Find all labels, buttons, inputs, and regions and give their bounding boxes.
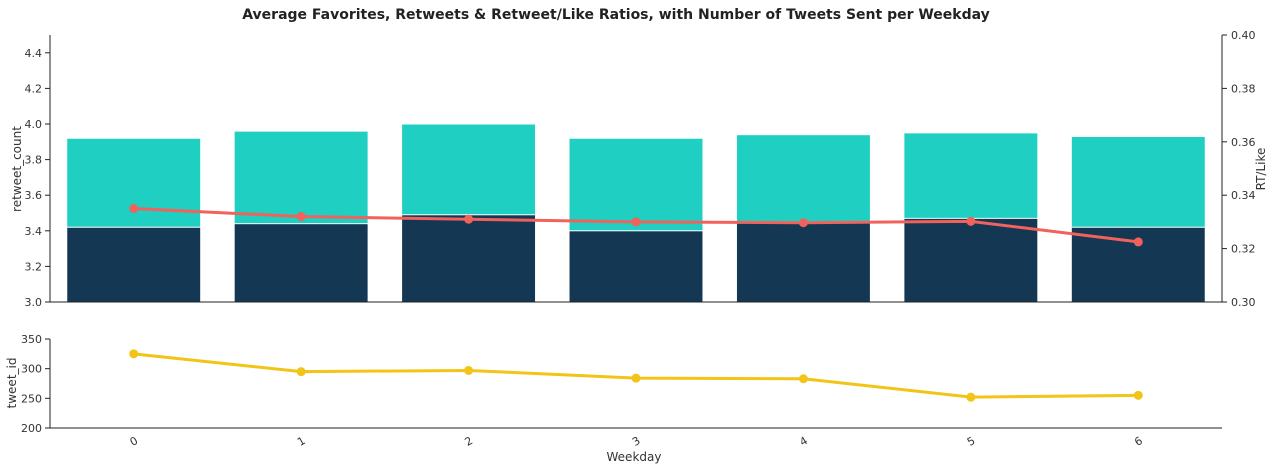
bar-series1-4 — [735, 221, 871, 303]
x-axis-label: Weekday — [607, 450, 662, 464]
tweet-count-line-series — [129, 349, 1143, 402]
right-y-ticks: 0.30 0.32 0.34 0.36 0.38 0.40 — [1222, 29, 1256, 309]
right-y-tick-label: 0.36 — [1231, 136, 1256, 149]
bar-series1-5 — [903, 217, 1039, 303]
tweet-count-point-5 — [966, 392, 976, 402]
x-ticks: 0 1 2 3 4 5 6 — [128, 434, 1145, 449]
bar-series1-3 — [568, 230, 704, 303]
left-y-tick-label: 3.0 — [25, 296, 43, 309]
x-tick-label: 3 — [630, 434, 643, 449]
bottom-panel: 200 250 300 350 0 1 2 3 4 5 6 tweet_id Weekday — [5, 333, 1222, 464]
tweet-count-point-1 — [296, 367, 306, 377]
right-y-tick-label: 0.32 — [1231, 243, 1256, 256]
right-y-axis-label: RT/Like — [1254, 148, 1268, 191]
left-y-tick-label: 3.4 — [25, 225, 43, 238]
left-y-tick-label: 4.4 — [25, 47, 43, 60]
left-y-tick-label: 4.0 — [25, 118, 43, 131]
tweet-count-point-3 — [631, 373, 641, 383]
right-y-tick-label: 0.38 — [1231, 82, 1256, 95]
chart-title: Average Favorites, Retweets & Retweet/Li… — [242, 7, 990, 23]
x-tick-label: 1 — [295, 434, 308, 449]
ratio-point-0 — [129, 204, 139, 214]
left-y-axis-label: retweet_count — [10, 126, 24, 212]
bottom-y-tick-label: 300 — [21, 363, 42, 376]
ratio-point-1 — [296, 212, 306, 222]
ratio-point-2 — [464, 214, 474, 224]
bottom-y-tick-label: 350 — [21, 333, 42, 346]
left-y-tick-label: 3.8 — [25, 154, 43, 167]
bottom-y-axis-label: tweet_id — [5, 358, 19, 409]
x-tick-label: 0 — [128, 434, 141, 449]
left-y-tick-label: 3.6 — [25, 189, 43, 202]
ratio-point-5 — [966, 216, 976, 226]
tweet-count-point-6 — [1133, 390, 1143, 400]
bottom-y-tick-label: 250 — [21, 392, 42, 405]
bottom-y-tick-label: 200 — [21, 422, 42, 435]
x-tick-label: 5 — [965, 434, 978, 449]
ratio-point-3 — [631, 217, 641, 227]
tweet-count-point-4 — [798, 374, 808, 384]
top-panel: 3.03.23.43.63.84.04.24.4 0.300.320.340.3… — [10, 29, 1268, 309]
bottom-y-ticks: 200 250 300 350 — [21, 333, 50, 435]
bar-series1-1 — [233, 223, 369, 303]
right-y-tick-label: 0.34 — [1231, 189, 1256, 202]
left-y-ticks: 3.0 3.2 3.4 3.6 3.8 4.0 4.2 4.4 — [25, 47, 50, 309]
left-y-tick-label: 4.2 — [25, 82, 43, 95]
right-y-tick-label: 0.30 — [1231, 296, 1256, 309]
tweet-count-point-2 — [464, 365, 474, 375]
x-tick-label: 4 — [797, 434, 810, 449]
ratio-point-4 — [798, 218, 808, 228]
ratio-line-series — [129, 204, 1143, 247]
tweet-count-point-0 — [129, 349, 139, 359]
right-y-tick-label: 0.40 — [1231, 29, 1256, 42]
x-tick-label: 2 — [463, 434, 476, 449]
left-y-tick-label: 3.2 — [25, 260, 43, 273]
bar-series1-2 — [401, 214, 537, 303]
ratio-point-6 — [1133, 237, 1143, 247]
x-tick-label: 6 — [1132, 434, 1145, 449]
bar-series1-0 — [66, 226, 202, 303]
